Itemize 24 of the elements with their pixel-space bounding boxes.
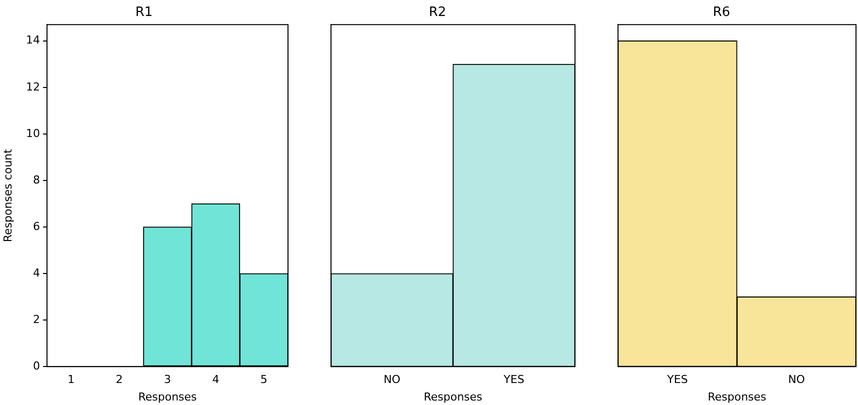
x-axis-title: Responses — [138, 390, 198, 404]
x-tick-label: 1 — [68, 373, 75, 386]
y-tick-label: 10 — [26, 126, 40, 140]
y-tick-label: 2 — [33, 312, 40, 326]
x-axis-title: Responses — [708, 390, 767, 404]
x-tick-label: 4 — [212, 373, 220, 386]
x-axis-title: Responses — [424, 390, 483, 404]
x-tick-label: 3 — [164, 373, 171, 386]
y-tick-label: 12 — [26, 80, 40, 94]
x-tick-label: YES — [666, 373, 688, 386]
x-tick-label: NO — [788, 373, 806, 386]
y-tick-label: 0 — [33, 359, 40, 372]
x-tick-label: YES — [502, 373, 524, 386]
chart-title: R2 — [428, 5, 446, 20]
chart-title: R6 — [712, 5, 730, 20]
x-tick-label: 5 — [260, 373, 268, 386]
y-tick-label: 6 — [33, 220, 40, 233]
y-tick-label: 14 — [26, 34, 40, 47]
x-tick-label: NO — [384, 373, 401, 386]
y-tick-label: 8 — [33, 173, 40, 186]
y-axis-title: Responses count — [1, 148, 14, 242]
chart-title: R1 — [135, 5, 153, 20]
y-tick-label: 4 — [33, 266, 40, 280]
x-tick-label: 2 — [116, 373, 123, 386]
